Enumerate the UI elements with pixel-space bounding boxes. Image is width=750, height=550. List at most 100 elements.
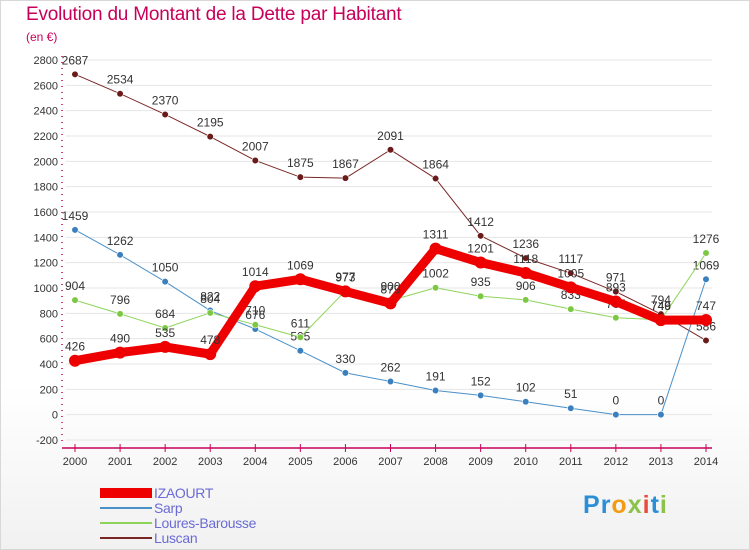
x-tick-label: 2003 — [198, 456, 222, 468]
y-tick-label: 200 — [40, 384, 58, 396]
x-tick-label: 2002 — [153, 456, 177, 468]
x-tick-label: 2013 — [649, 456, 673, 468]
data-label: 191 — [426, 369, 446, 383]
legend-swatch — [100, 536, 152, 539]
data-point — [519, 267, 532, 280]
chart-legend: IZAOURT Sarp Loures-Barousse Luscan — [100, 485, 257, 546]
x-tick-label: 2000 — [63, 456, 87, 468]
data-point — [116, 251, 124, 259]
data-point — [161, 324, 169, 332]
data-point — [251, 321, 259, 329]
data-label: 822 — [200, 290, 220, 304]
data-label: 747 — [696, 299, 716, 313]
data-label: 710 — [245, 304, 265, 318]
data-point — [204, 348, 217, 361]
data-point — [474, 256, 487, 269]
x-tick-label: 2010 — [513, 456, 537, 468]
x-tick-label: 2001 — [108, 456, 132, 468]
data-point — [702, 249, 710, 257]
data-label: 1276 — [693, 232, 720, 246]
data-label: 1459 — [62, 209, 89, 223]
data-label: 893 — [606, 281, 626, 295]
data-label: 51 — [564, 387, 578, 401]
y-tick-label: 800 — [40, 308, 58, 320]
data-label: 426 — [65, 340, 85, 354]
data-label: 804 — [200, 292, 220, 306]
x-tick-label: 2006 — [333, 456, 357, 468]
data-point — [69, 354, 81, 367]
x-tick-label: 2014 — [694, 456, 718, 468]
data-point — [654, 314, 667, 327]
y-tick-label: 1000 — [34, 283, 58, 295]
data-label: 971 — [606, 271, 626, 285]
x-tick-label: 2011 — [559, 456, 583, 468]
data-point — [612, 288, 620, 296]
data-point — [564, 281, 577, 294]
data-point — [386, 146, 395, 154]
data-point — [384, 297, 397, 310]
data-label: 611 — [291, 316, 310, 330]
data-point — [477, 232, 485, 240]
data-label: 2534 — [107, 73, 134, 87]
data-point — [71, 226, 79, 234]
data-point — [159, 340, 172, 353]
data-label: 1050 — [152, 261, 179, 275]
legend-item: IZAOURT — [100, 485, 256, 501]
data-label: 152 — [471, 374, 491, 388]
data-point — [116, 90, 124, 98]
x-tick-label: 2007 — [378, 456, 402, 468]
data-point — [567, 305, 575, 313]
series-izaourt: 426 490 535 478 1014 1069 973 879 1311 1201 1118 10… — [65, 228, 716, 367]
data-point — [522, 398, 530, 406]
data-label: 2687 — [62, 53, 89, 67]
data-label: 935 — [471, 275, 491, 289]
data-label: 746 — [651, 299, 671, 313]
data-label: 490 — [110, 332, 130, 346]
data-point — [477, 292, 485, 300]
data-point — [294, 273, 307, 286]
data-label: 1412 — [467, 215, 494, 229]
data-point — [657, 411, 665, 419]
series-line — [74, 229, 707, 416]
data-point — [477, 391, 485, 400]
chart-subtitle: (en €) — [26, 30, 58, 44]
data-label: 1117 — [558, 252, 583, 266]
data-point — [431, 284, 440, 292]
y-tick-label: 0 — [52, 410, 58, 422]
chart-title: Evolution du Montant de la Dette par Hab… — [26, 4, 402, 25]
y-tick-label: -200 — [36, 435, 58, 447]
data-label: 796 — [110, 293, 130, 307]
data-point — [116, 310, 124, 318]
legend-swatch — [100, 506, 152, 509]
legend-label: Luscan — [154, 529, 198, 546]
data-point — [522, 254, 530, 262]
data-point — [249, 280, 262, 293]
data-label: 262 — [380, 360, 400, 374]
data-label: 794 — [651, 293, 671, 307]
x-tick-label: 2008 — [423, 456, 447, 468]
legend-item: Loures-Barousse — [100, 514, 257, 531]
data-point — [206, 309, 214, 317]
data-point — [339, 285, 352, 298]
data-label: 1069 — [287, 258, 314, 272]
legend-swatch — [100, 487, 152, 498]
data-label: 2007 — [242, 139, 269, 153]
data-point — [296, 173, 304, 181]
legend-label: Loures-Barousse — [154, 514, 257, 531]
data-label: 676 — [245, 308, 265, 322]
data-label: 1069 — [693, 258, 720, 272]
data-label: 2370 — [152, 93, 179, 107]
y-tick-label: 2600 — [34, 80, 58, 92]
y-tick-label: 2400 — [34, 106, 58, 118]
data-point — [341, 174, 350, 182]
data-point — [612, 314, 620, 322]
data-point — [386, 377, 395, 386]
data-label: 906 — [516, 279, 536, 293]
data-label: 1311 — [423, 228, 449, 242]
y-tick-label: 400 — [40, 359, 58, 371]
data-label: 749 — [651, 299, 671, 313]
data-point — [71, 296, 79, 304]
data-label: 0 — [658, 394, 665, 408]
data-label: 1005 — [557, 266, 584, 280]
data-label: 1864 — [422, 158, 449, 172]
